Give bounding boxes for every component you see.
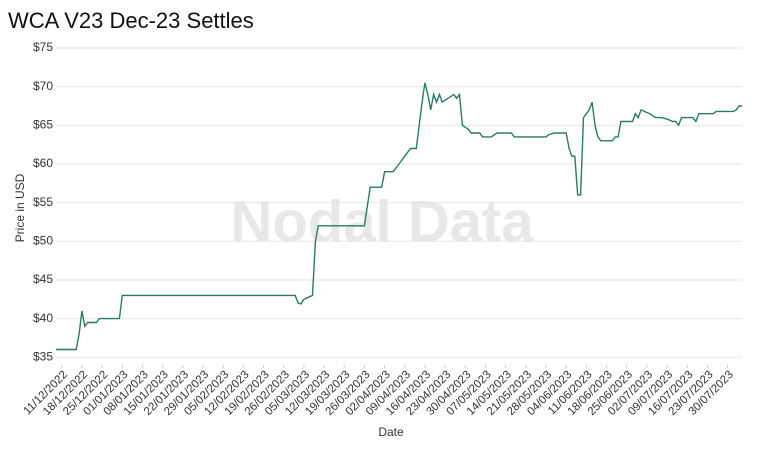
y-tick-label: $55 [33,195,53,209]
y-tick-label: $45 [33,272,53,286]
y-axis-title: Price in USD [13,173,27,242]
y-tick-label: $40 [33,311,53,325]
y-tick-label: $75 [33,40,53,54]
y-tick-label: $60 [33,156,53,170]
y-tick-label: $70 [33,79,53,93]
y-tick-label: $50 [33,233,53,247]
y-tick-label: $35 [33,349,53,363]
watermark: Nodal Data [231,189,535,254]
price-line [56,82,742,351]
x-axis-title: Date [378,425,404,439]
y-tick-label: $65 [33,117,53,131]
chart-title: WCA V23 Dec-23 Settles [8,8,254,33]
